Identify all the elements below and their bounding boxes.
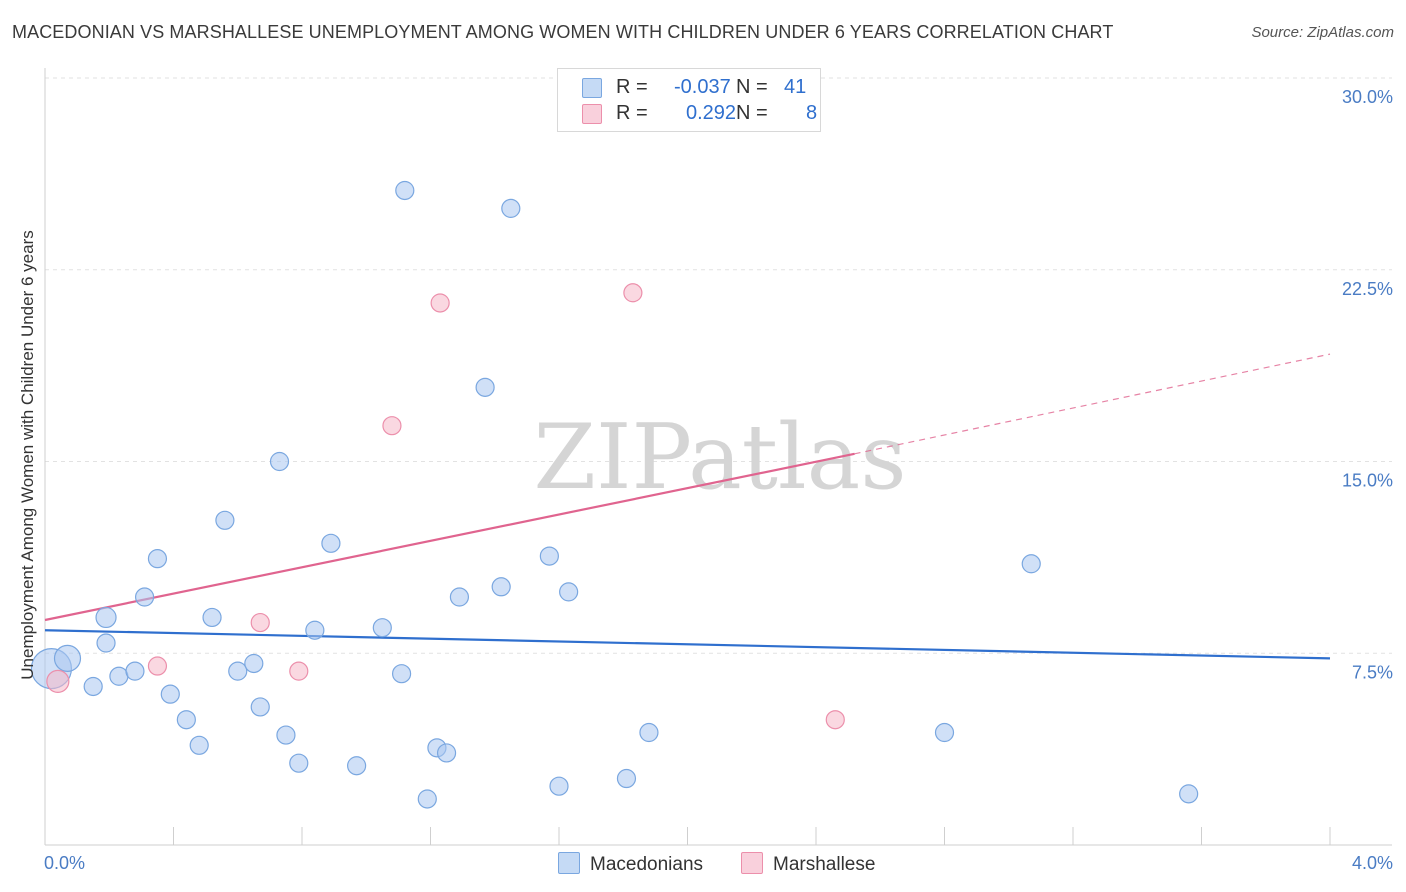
data-points	[30, 180, 1199, 809]
trend-lines	[44, 353, 1331, 660]
chart-title: MACEDONIAN VS MARSHALLESE UNEMPLOYMENT A…	[12, 22, 1114, 42]
macedonian-point	[215, 510, 235, 530]
macedonian-point	[95, 606, 117, 629]
macedonian-point	[160, 684, 180, 704]
correlation-legend: R = -0.037 N = 41 R = 0.292 N = 8	[557, 68, 821, 132]
macedonian-point	[250, 697, 270, 717]
bottom-legend-label: Marshallese	[773, 854, 876, 875]
macedonian-trend-line	[44, 629, 1331, 660]
macedonian-point	[305, 620, 325, 640]
macedonian-point	[417, 789, 437, 809]
macedonian-point	[244, 653, 264, 674]
bottom-legend-marshallese: Marshallese	[741, 852, 875, 876]
y-tick-label: 7.5%	[1352, 662, 1393, 682]
macedonian-point	[109, 666, 129, 686]
axes	[44, 68, 1392, 846]
bottom-swatch-macedonians	[558, 852, 580, 874]
x-tick-labels: 0.0% 4.0%	[44, 853, 1393, 873]
macedonian-point	[269, 451, 290, 472]
marshallese-point	[825, 710, 845, 730]
grid-lines	[45, 77, 1392, 654]
legend-r-value: -0.037	[674, 76, 731, 98]
macedonian-point	[639, 722, 659, 743]
legend-n-label: N =	[736, 102, 768, 124]
marshallese-point	[382, 416, 402, 436]
macedonian-point	[391, 664, 412, 684]
macedonian-point	[176, 710, 196, 730]
macedonian-point	[559, 582, 579, 602]
macedonian-point	[1021, 554, 1041, 574]
bottom-swatch-marshallese	[741, 852, 763, 874]
macedonian-point	[549, 776, 569, 796]
macedonian-point	[96, 633, 116, 653]
legend-n-value: 8	[806, 102, 818, 124]
macedonian-point	[1179, 784, 1199, 804]
legend-swatch-marshallese	[582, 104, 602, 124]
marshallese-point	[46, 669, 70, 693]
source-label: Source: ZipAtlas.com	[1251, 24, 1394, 41]
macedonian-point	[202, 607, 222, 628]
bottom-legend-label: Macedonians	[590, 854, 704, 875]
bottom-legend-macedonians: Macedonians	[558, 852, 703, 876]
marshallese-point	[289, 661, 309, 681]
legend-r-label: R =	[616, 76, 648, 98]
legend-r-label: R =	[616, 102, 648, 124]
legend-swatch-macedonians	[582, 78, 602, 98]
macedonian-point	[436, 743, 457, 763]
macedonian-point	[83, 676, 103, 697]
marshallese-trend-line	[44, 452, 855, 622]
marshallese-point	[147, 656, 168, 676]
macedonian-point	[347, 756, 367, 776]
macedonian-point	[475, 377, 495, 397]
macedonian-point	[147, 549, 168, 569]
macedonian-point	[53, 644, 82, 672]
macedonian-point	[372, 618, 392, 638]
y-tick-label: 22.5%	[1342, 279, 1393, 299]
macedonian-point	[228, 661, 248, 681]
macedonian-point	[134, 587, 155, 607]
y-tick-label: 30.0%	[1342, 87, 1393, 107]
macedonian-point	[276, 725, 296, 745]
marshallese-point	[430, 293, 450, 313]
marshallese-point	[250, 612, 270, 633]
y-tick-labels: 7.5% 15.0% 22.5% 30.0%	[1342, 87, 1393, 682]
legend-n-label: N =	[736, 76, 768, 98]
macedonian-point	[289, 753, 309, 773]
macedonian-point	[539, 546, 559, 566]
macedonian-point	[321, 533, 341, 553]
x-tick-label: 0.0%	[44, 853, 85, 873]
x-tick-label: 4.0%	[1352, 853, 1393, 873]
y-axis-label: Unemployment Among Women with Children U…	[18, 230, 37, 679]
watermark: ZIPatlas	[533, 405, 906, 510]
macedonian-point	[491, 577, 511, 597]
marshallese-point	[623, 283, 643, 303]
macedonian-point	[501, 198, 521, 218]
legend-r-value: 0.292	[686, 102, 737, 124]
marshallese-trend-line-extension	[854, 353, 1331, 455]
y-tick-label: 15.0%	[1342, 471, 1393, 491]
macedonian-point	[125, 661, 145, 681]
macedonian-point	[449, 587, 470, 607]
macedonian-point	[934, 722, 955, 743]
legend-n-value: 41	[784, 76, 807, 98]
macedonian-point	[616, 768, 637, 789]
macedonian-point	[189, 735, 209, 755]
macedonian-point	[395, 180, 415, 201]
